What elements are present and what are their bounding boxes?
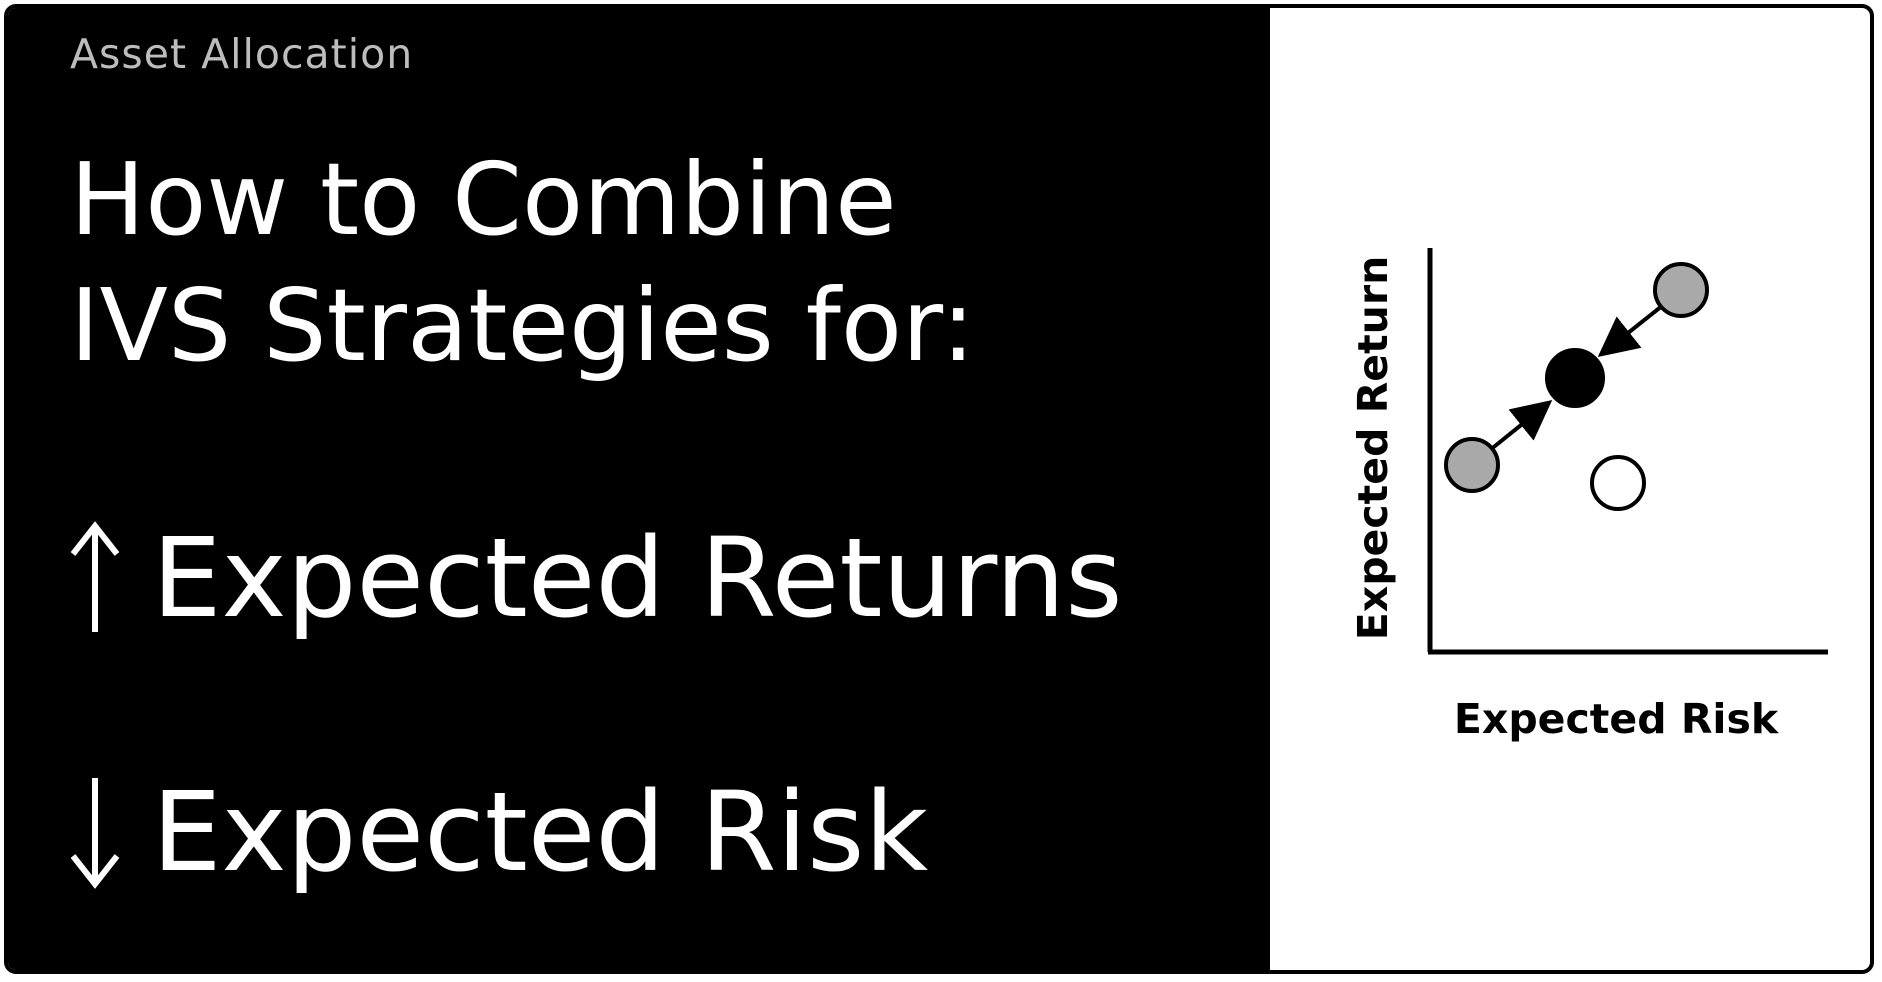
goal-risk-label: Expected Risk — [152, 768, 929, 896]
down-arrow-icon — [70, 778, 120, 889]
strategy-point-high — [1653, 262, 1709, 318]
up-arrow-icon — [70, 521, 120, 632]
goal-returns-label: Expected Returns — [152, 514, 1123, 642]
risk-return-diagram: Expected Return Expected Risk — [1349, 248, 1828, 743]
arrow-from-low-strategy — [1488, 399, 1553, 452]
section-kicker: Asset Allocation — [70, 30, 414, 78]
headline-line-1: How to Combine — [70, 141, 897, 258]
goal-decrease-risk: Expected Risk — [68, 774, 928, 890]
x-axis-label: Expected Risk — [1454, 695, 1780, 743]
y-axis-label: Expected Return — [1349, 256, 1397, 641]
headline-line-2: IVS Strategies for: — [70, 267, 976, 384]
goal-increase-returns: Expected Returns — [68, 520, 1123, 636]
title-panel: Asset Allocation How to Combine IVS Stra… — [8, 8, 1270, 970]
strategy-point-low — [1444, 437, 1500, 493]
combined-portfolio-point — [1545, 348, 1605, 408]
arrow-from-high-strategy — [1597, 304, 1664, 357]
slide-card: Asset Allocation How to Combine IVS Stra… — [4, 4, 1874, 974]
alternative-point — [1590, 455, 1646, 511]
